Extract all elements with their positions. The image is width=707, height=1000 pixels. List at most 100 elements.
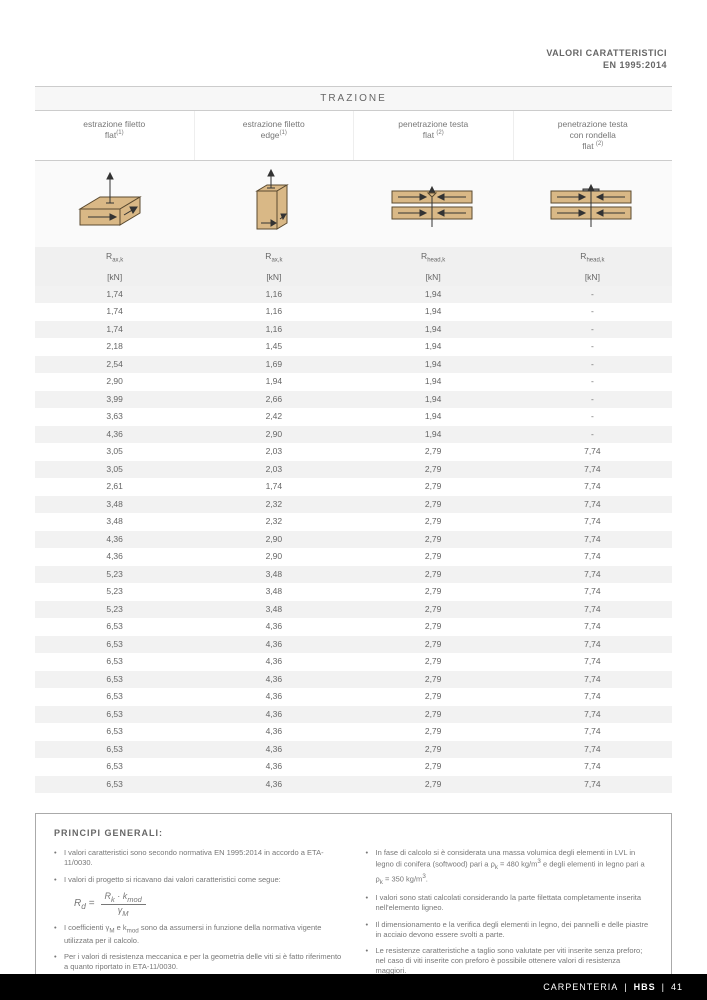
- cell: 4,36: [194, 776, 353, 794]
- cell: 4,36: [194, 758, 353, 776]
- cell: 1,94: [354, 426, 513, 444]
- cell: 2,79: [354, 688, 513, 706]
- cell: 2,90: [35, 373, 194, 391]
- cell: 2,79: [354, 706, 513, 724]
- cell: 7,74: [513, 513, 672, 531]
- main-content: TRAZIONE estrazione filettoflat(1)estraz…: [35, 86, 672, 997]
- cell: 4,36: [194, 706, 353, 724]
- cell: 6,53: [35, 688, 194, 706]
- cell: 2,90: [194, 426, 353, 444]
- cell: 1,94: [354, 391, 513, 409]
- cell: -: [513, 356, 672, 374]
- cell: 1,16: [194, 286, 353, 304]
- cell: 7,74: [513, 723, 672, 741]
- cell: 2,79: [354, 513, 513, 531]
- cell: 2,79: [354, 601, 513, 619]
- cell: -: [513, 408, 672, 426]
- cell: -: [513, 391, 672, 409]
- cell: 6,53: [35, 618, 194, 636]
- table-row: 1,741,161,94-: [35, 321, 672, 339]
- symbol-0: Rax,k: [35, 247, 194, 268]
- note-item: I valori di progetto si ricavano dai val…: [54, 875, 342, 885]
- table-row: 6,534,362,797,74: [35, 706, 672, 724]
- cell: 2,79: [354, 461, 513, 479]
- unit-row: [kN][kN][kN][kN]: [35, 268, 672, 286]
- table-row: 6,534,362,797,74: [35, 758, 672, 776]
- cell: 7,74: [513, 653, 672, 671]
- cell: 2,79: [354, 583, 513, 601]
- formula: Rd =Rk · kmodγM: [74, 891, 342, 918]
- table-row: 5,233,482,797,74: [35, 566, 672, 584]
- cell: 4,36: [35, 531, 194, 549]
- table-row: 6,534,362,797,74: [35, 776, 672, 794]
- table-row: 6,534,362,797,74: [35, 653, 672, 671]
- footer-section: CARPENTERIA: [543, 982, 618, 992]
- note-item: In fase di calcolo si è considerata una …: [366, 848, 654, 887]
- cell: 3,48: [35, 513, 194, 531]
- table-row: 2,181,451,94-: [35, 338, 672, 356]
- table-row: 2,901,941,94-: [35, 373, 672, 391]
- cell: 7,74: [513, 601, 672, 619]
- cell: 2,79: [354, 741, 513, 759]
- cell: -: [513, 338, 672, 356]
- cell: 5,23: [35, 566, 194, 584]
- column-header-2: penetrazione testaflat (2): [354, 111, 514, 160]
- table-row: 3,052,032,797,74: [35, 443, 672, 461]
- table-row: 4,362,901,94-: [35, 426, 672, 444]
- cell: 7,74: [513, 776, 672, 794]
- cell: 1,94: [354, 373, 513, 391]
- cell: 5,23: [35, 601, 194, 619]
- cell: 2,79: [354, 496, 513, 514]
- cell: 3,48: [194, 583, 353, 601]
- cell: 2,42: [194, 408, 353, 426]
- table-row: 2,611,742,797,74: [35, 478, 672, 496]
- cell: 7,74: [513, 706, 672, 724]
- cell: -: [513, 303, 672, 321]
- cell: 4,36: [194, 741, 353, 759]
- cell: 2,32: [194, 513, 353, 531]
- cell: 2,03: [194, 443, 353, 461]
- footer-sep: |: [624, 982, 627, 992]
- cell: -: [513, 426, 672, 444]
- cell: 1,74: [35, 303, 194, 321]
- cell: 7,74: [513, 758, 672, 776]
- cell: 6,53: [35, 741, 194, 759]
- table-body: 1,741,161,94-1,741,161,94-1,741,161,94-2…: [35, 286, 672, 794]
- notes-box: PRINCIPI GENERALI: I valori caratteristi…: [35, 813, 672, 997]
- cell: 7,74: [513, 583, 672, 601]
- header-line1: VALORI CARATTERISTICI: [546, 48, 667, 60]
- cell: 3,05: [35, 443, 194, 461]
- cell: 2,79: [354, 671, 513, 689]
- cell: 2,90: [194, 531, 353, 549]
- table-title: TRAZIONE: [35, 86, 672, 111]
- cell: -: [513, 373, 672, 391]
- cell: 1,94: [354, 356, 513, 374]
- cell: 6,53: [35, 671, 194, 689]
- cell: 2,79: [354, 758, 513, 776]
- cell: 1,74: [35, 321, 194, 339]
- symbol-3: Rhead,k: [513, 247, 672, 268]
- column-header-0: estrazione filettoflat(1): [35, 111, 195, 160]
- cell: -: [513, 286, 672, 304]
- cell: 7,74: [513, 688, 672, 706]
- cell: 4,36: [194, 653, 353, 671]
- cell: 1,16: [194, 303, 353, 321]
- cell: 4,36: [194, 671, 353, 689]
- table-row: 4,362,902,797,74: [35, 531, 672, 549]
- cell: 1,74: [194, 478, 353, 496]
- cell: 6,53: [35, 723, 194, 741]
- cell: 2,61: [35, 478, 194, 496]
- cell: 7,74: [513, 461, 672, 479]
- table-row: 3,482,322,797,74: [35, 496, 672, 514]
- table-row: 3,482,322,797,74: [35, 513, 672, 531]
- cell: 2,03: [194, 461, 353, 479]
- cell: 2,66: [194, 391, 353, 409]
- diagram-penetrazione-flat: [354, 161, 513, 247]
- cell: 7,74: [513, 741, 672, 759]
- table-row: 6,534,362,797,74: [35, 741, 672, 759]
- cell: 6,53: [35, 636, 194, 654]
- table-row: 6,534,362,797,74: [35, 671, 672, 689]
- table-row: 6,534,362,797,74: [35, 723, 672, 741]
- cell: 2,79: [354, 723, 513, 741]
- diagram-estrazione-flat: [35, 161, 194, 247]
